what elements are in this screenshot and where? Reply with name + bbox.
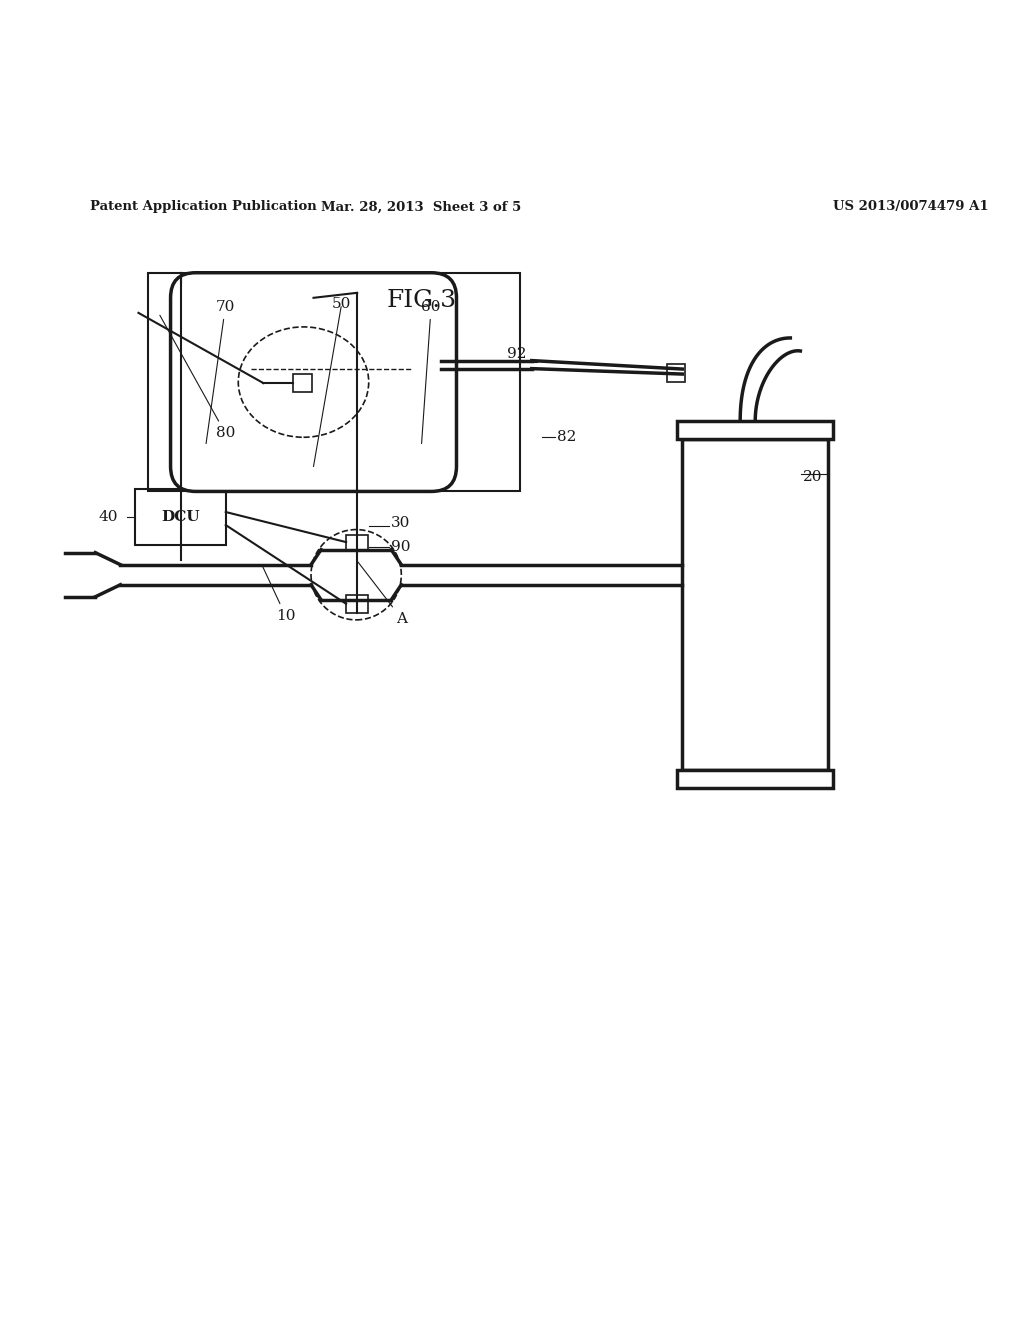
Text: US 2013/0074479 A1: US 2013/0074479 A1 [833,201,988,214]
Bar [346,595,369,612]
Bar [135,490,225,545]
Text: 82: 82 [557,430,577,445]
Bar [148,273,520,491]
Text: 30: 30 [391,516,411,529]
Text: 90: 90 [391,540,411,553]
FancyBboxPatch shape [171,273,457,491]
Bar [668,364,685,381]
Text: 80: 80 [160,315,236,441]
Text: 60: 60 [422,300,441,444]
Text: 20: 20 [803,470,822,484]
Bar [294,374,311,392]
Text: FIG.3: FIG.3 [386,289,457,312]
Text: DCU: DCU [161,510,200,524]
Bar [677,421,833,440]
Bar [682,440,827,771]
Text: 10: 10 [262,565,295,623]
Text: 40: 40 [99,510,119,524]
Text: 70: 70 [206,300,236,444]
Text: Mar. 28, 2013  Sheet 3 of 5: Mar. 28, 2013 Sheet 3 of 5 [322,201,521,214]
Text: 50: 50 [332,297,351,310]
Text: 92: 92 [507,347,526,360]
Bar [677,771,833,788]
Bar [346,535,369,549]
Text: A: A [357,562,408,626]
Text: Patent Application Publication: Patent Application Publication [90,201,317,214]
